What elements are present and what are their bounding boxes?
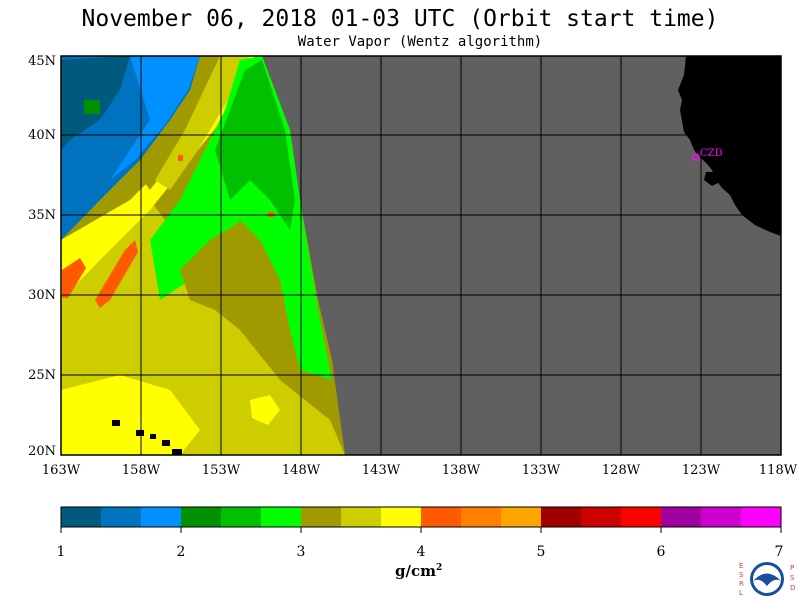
swath-orange-2 [95,240,138,308]
lon-label: 158W [122,463,161,478]
lon-label: 133W [522,463,561,478]
lon-label: 138W [442,463,481,478]
land-bay [704,172,720,186]
units-text: g/cm [395,562,436,580]
swath-yellow-spot [250,395,280,425]
colorbar-swatch [381,507,422,527]
colorbar-swatch [261,507,302,527]
colorbar-swatch [621,507,662,527]
lat-label: 40N [28,128,56,143]
svg-text:E: E [739,562,743,570]
station-label: CZD [700,148,723,159]
svg-text:S: S [790,574,795,582]
lon-labels: 163W 158W 153W 148W 143W 138W 133W 128W … [42,463,798,478]
lon-label: 148W [282,463,321,478]
svg-text:P: P [790,564,794,572]
svg-text:D: D [790,584,795,592]
swath-orange-1 [62,258,86,298]
colorbar-swatch [581,507,622,527]
lon-label: 118W [759,463,798,478]
colorbar-swatch [701,507,742,527]
lat-label: 35N [28,208,56,223]
svg-text:R: R [739,580,744,588]
lon-label: 153W [202,463,241,478]
colorbar-swatch [541,507,582,527]
swath-green [150,56,332,380]
colorbar-swatch [101,507,142,527]
colorbar-tick-label: 3 [297,544,306,560]
colorbar-tick-label: 7 [775,544,784,560]
colorbar-swatch [61,507,102,527]
lat-label: 30N [28,288,56,303]
swath-green-dark [215,60,295,230]
units-exponent: 2 [435,563,443,573]
colorbar-swatch [661,507,702,527]
swath-green-spot [84,100,100,114]
island-1 [112,420,120,426]
lat-label: 20N [28,444,56,459]
lat-label: 25N [28,368,56,383]
station-marker: CZD [692,148,723,161]
island-5 [172,449,182,455]
lon-label: 143W [362,463,401,478]
map-frame [60,55,782,456]
swath-yellow-lower [61,375,200,455]
colorbar-tick-label: 6 [657,544,666,560]
swath-blue-light [110,56,200,180]
lat-label: 45N [28,54,56,69]
logo-right-letters: PSD [790,564,795,592]
colorbar-units: g/cm2 [395,562,442,580]
lon-label: 163W [42,463,81,478]
colorbar-tick-label: 4 [417,544,426,560]
page-subtitle: Water Vapor (Wentz algorithm) [297,34,543,50]
swath-orange-3 [178,155,183,161]
map-field [61,56,781,455]
svg-text:S: S [739,571,744,579]
colorbar-swatch [741,507,782,527]
land-california [678,56,781,236]
svg-text:L: L [739,589,743,597]
colorbar-swatch [341,507,382,527]
map-grid [61,56,781,455]
colorbar-tick-label: 5 [537,544,546,560]
lon-label: 123W [682,463,721,478]
page-title: November 06, 2018 01-03 UTC (Orbit start… [81,6,719,32]
colorbar-swatches [61,507,782,527]
island-3 [150,434,156,439]
colorbar-swatch [421,507,462,527]
colorbar-swatch [301,507,342,527]
lat-labels: 45N 40N 35N 30N 25N 20N [28,54,56,459]
colorbar-swatch [181,507,222,527]
island-4 [162,440,170,446]
colorbar-swatch [461,507,502,527]
colorbar-swatch [141,507,182,527]
colorbar-tick-label: 1 [57,544,66,560]
colorbar-ticks [60,527,782,533]
colorbar-swatch [221,507,262,527]
vapor-swath [61,56,345,455]
colorbar-tick-label: 2 [177,544,186,560]
colorbar-labels: 1 2 3 4 5 6 7 [57,544,784,560]
island-2 [136,430,144,436]
colorbar-swatch [501,507,542,527]
station-dot [692,153,700,161]
lon-label: 128W [602,463,641,478]
